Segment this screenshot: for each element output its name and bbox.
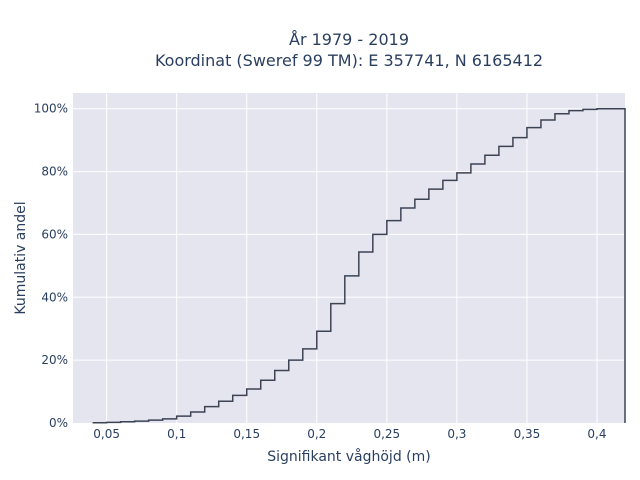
cdf-step-line [92, 107, 626, 424]
y-axis-label: Kumulativ andel [13, 201, 29, 314]
x-tick-label: 0,1 [167, 427, 186, 441]
x-axis-ticks: 0,05 0,1 0,15 0,2 0,25 0,3 0,35 0,4 [93, 427, 606, 441]
y-tick-label: 100% [34, 102, 68, 116]
chart-title-line-1: År 1979 - 2019 [289, 30, 409, 49]
y-grid [73, 108, 625, 361]
x-tick-label: 0,05 [93, 427, 120, 441]
chart-title-line-2: Koordinat (Sweref 99 TM): E 357741, N 61… [155, 51, 543, 70]
x-tick-label: 0,25 [373, 427, 400, 441]
y-tick-label: 20% [41, 353, 68, 367]
x-tick-label: 0,4 [587, 427, 606, 441]
x-grid [106, 93, 598, 423]
y-tick-label: 80% [41, 165, 68, 179]
x-tick-label: 0,15 [233, 427, 260, 441]
x-tick-label: 0,2 [307, 427, 326, 441]
y-tick-label: 60% [41, 227, 68, 241]
y-axis-ticks: 0% 20% 40% 60% 80% 100% [34, 102, 68, 430]
x-axis-label: Signifikant våghöjd (m) [267, 448, 430, 465]
series-layer [92, 107, 626, 424]
y-tick-label: 0% [49, 416, 68, 430]
x-tick-label: 0,35 [514, 427, 541, 441]
x-tick-label: 0,3 [447, 427, 466, 441]
plot-area [73, 93, 625, 423]
y-tick-label: 40% [41, 290, 68, 304]
